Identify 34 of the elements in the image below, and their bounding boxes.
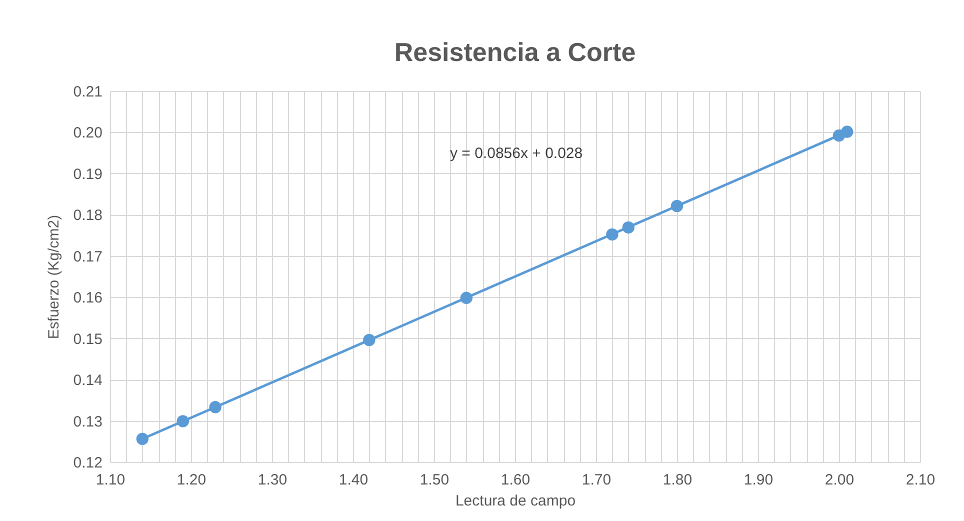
x-tick-label: 1.80 — [662, 472, 692, 488]
x-tick-label: 1.40 — [338, 472, 368, 488]
x-tick-label: 2.00 — [824, 472, 854, 488]
point — [136, 432, 149, 446]
y-tick-label: 0.13 — [73, 413, 102, 430]
y-tick-label: 0.17 — [73, 248, 102, 266]
y-axis-title: Esfuerzo (Kg/cm2) — [45, 214, 62, 340]
x-axis-title: Lectura de campo — [455, 492, 576, 510]
annotation: y = 0.0856x + 0.028 — [450, 145, 583, 162]
y-tick-label: 0.18 — [73, 207, 102, 224]
x-tick-label: 1.50 — [420, 472, 450, 488]
point — [363, 334, 376, 346]
y-tick-label: 0.21 — [73, 84, 102, 100]
x-tick-label: 1.70 — [582, 472, 612, 488]
y-tick-label: 0.12 — [73, 454, 102, 472]
y-tick-label: 0.19 — [73, 166, 102, 183]
x-tick-label: 1.30 — [258, 472, 288, 488]
x-tick-label: 1.90 — [744, 472, 774, 488]
y-tick-label: 0.16 — [73, 290, 102, 307]
x-tick-label: 2.10 — [906, 472, 936, 488]
x-tick-label: 1.10 — [96, 472, 126, 488]
point — [670, 200, 684, 212]
chart-title: Resistencia a Corte — [394, 37, 636, 67]
point — [209, 401, 222, 414]
x-tick-label: 1.60 — [500, 472, 530, 488]
point — [176, 415, 190, 428]
point — [460, 292, 473, 304]
y-tick-label: 0.15 — [73, 330, 102, 348]
point — [606, 228, 618, 241]
y-tick-label: 0.20 — [73, 124, 102, 142]
point — [622, 221, 635, 234]
point — [840, 126, 854, 138]
y-tick-label: 0.14 — [73, 372, 102, 390]
x-tick-label: 1.20 — [176, 472, 206, 488]
